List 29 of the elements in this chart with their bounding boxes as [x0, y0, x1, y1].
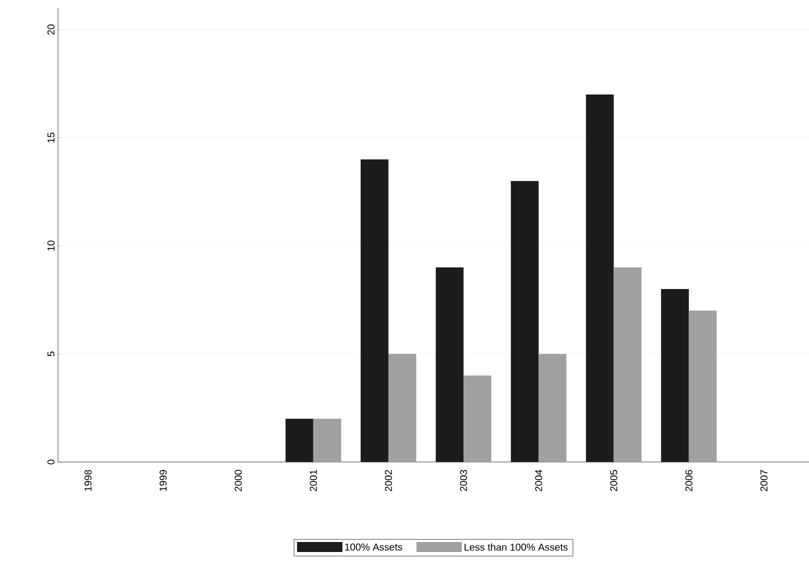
x-tick-label: 2005 — [610, 470, 618, 492]
y-tick-label: 15 — [48, 132, 54, 142]
x-tick-label: 1998 — [84, 470, 92, 491]
bar — [313, 418, 342, 462]
bar — [586, 94, 614, 462]
x-tick-label: 2001 — [310, 470, 317, 492]
bar — [464, 376, 492, 462]
bar — [286, 418, 314, 462]
bar — [614, 267, 642, 462]
x-tick-label: 2002 — [384, 470, 392, 492]
legend-label: Less than 100% Assets — [464, 543, 568, 551]
bar — [510, 180, 539, 462]
x-tick-label: 2003 — [460, 470, 468, 492]
legend-label: 100% Assets — [345, 544, 402, 551]
bar — [388, 354, 416, 462]
x-tick-label: 2000 — [234, 470, 242, 492]
y-tick-label: 5 — [48, 352, 54, 356]
x-tick-label: 1999 — [160, 470, 167, 491]
x-tick-label: 2007 — [760, 470, 768, 492]
bar — [688, 310, 717, 462]
y-tick-label: 10 — [47, 240, 54, 251]
bar — [436, 267, 464, 462]
y-tick-label: 0 — [47, 460, 54, 464]
x-tick-label: 2004 — [535, 470, 542, 492]
x-tick-label: 2006 — [685, 470, 692, 492]
y-tick-label: 20 — [47, 24, 54, 35]
bar — [360, 159, 388, 462]
bar — [661, 289, 689, 462]
bar — [538, 354, 566, 462]
